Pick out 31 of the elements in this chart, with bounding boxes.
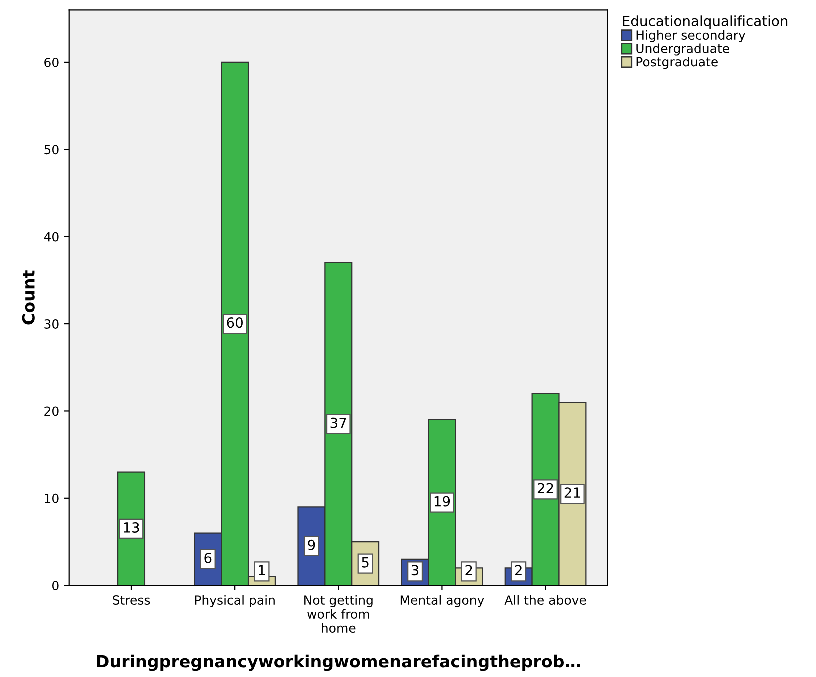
x-axis-title: Duringpregnancyworkingwomenarefacingtheprob… <box>97 654 580 672</box>
x-tick-label: Mental agony <box>400 595 484 608</box>
y-tick-label: 50 <box>44 145 59 155</box>
x-tick-label: All the above <box>504 595 586 606</box>
data-label: 5 <box>362 558 369 568</box>
data-label: 3 <box>412 565 419 576</box>
x-tick-label: Physical pain <box>195 595 275 608</box>
data-label: 37 <box>330 418 346 428</box>
data-label: 13 <box>124 522 140 533</box>
data-label: 21 <box>564 488 580 498</box>
data-label: 2 <box>466 565 472 576</box>
data-label: 1 <box>259 565 266 576</box>
legend-label: Postgraduate <box>636 57 718 70</box>
y-tick-label: 30 <box>44 320 59 329</box>
data-label: 6 <box>204 552 212 564</box>
data-label: 9 <box>308 540 316 550</box>
legend-label: Higher secondary <box>636 30 746 42</box>
x-tick-label: Stress <box>113 596 150 606</box>
x-tick-label: Not getting work from home <box>304 595 373 633</box>
y-axis-title: Count <box>22 270 35 325</box>
y-tick-label: 0 <box>52 581 59 591</box>
legend-label: Undergraduate <box>636 44 730 56</box>
data-label: 60 <box>227 318 243 328</box>
y-tick-label: 20 <box>44 406 59 416</box>
legend-title: Educationalqualification <box>623 16 788 30</box>
data-label: 19 <box>434 496 450 507</box>
y-tick-label: 40 <box>44 232 59 242</box>
data-label: 22 <box>538 483 554 494</box>
y-tick-label: 10 <box>45 494 59 504</box>
data-label: 2 <box>515 565 522 576</box>
y-tick-label: 60 <box>44 58 59 68</box>
